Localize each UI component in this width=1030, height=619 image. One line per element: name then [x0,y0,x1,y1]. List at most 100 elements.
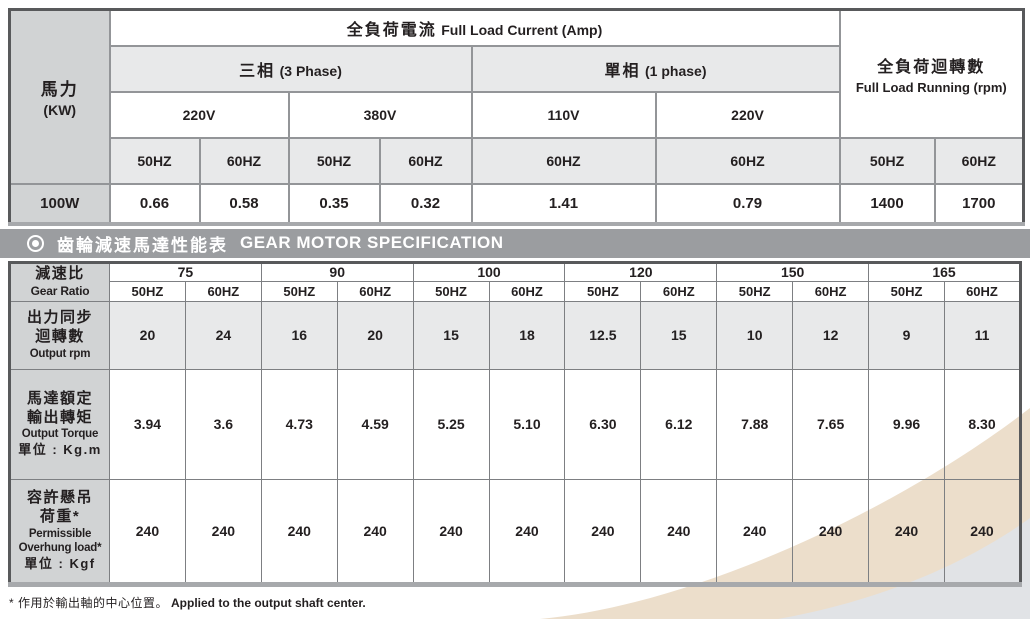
output-rpm-value-cell: 20 [336,300,414,370]
overhung-load-label-unit: 單位 : Kgf [24,555,96,571]
horsepower-label-en: (KW) [43,102,77,119]
full-load-current-label-zh: 全負荷電流 [346,21,437,39]
hz-header-cell: 60HZ [184,280,262,302]
voltage-cell-1phase-110v: 110V [470,90,657,139]
gear-motor-specification-table: 減速比 Gear Ratio 75 90 100 120 150 165 50H… [8,260,1022,587]
output-torque-label-unit: 單位 : Kg.m [18,441,102,457]
voltage-cell-3phase-380v: 380V [287,90,473,139]
output-rpm-value-cell: 15 [640,300,718,370]
output-rpm-value-cell: 11 [943,300,1022,370]
gear-ratio-label-zh: 減速比 [35,265,85,283]
current-value-cell: 0.32 [378,182,473,225]
overhung-load-value-cell: 240 [260,478,338,585]
hz-header-cell: 50HZ [564,280,642,302]
current-value-cell: 1.41 [470,182,657,225]
overhung-load-value-cell: 240 [412,478,490,585]
rpm-hz-header-cell: 60HZ [933,136,1025,185]
horsepower-label-zh: 馬力 [40,80,79,100]
hz-header-cell: 50HZ [412,280,490,302]
output-torque-value-cell: 4.59 [336,368,414,480]
hz-header-cell: 60HZ [792,280,870,302]
full-load-current-header-cell: 全負荷電流 Full Load Current (Amp) [108,8,841,47]
output-rpm-value-cell: 12 [792,300,870,370]
overhung-load-value-cell: 240 [109,478,186,585]
hz-header-cell: 50HZ [716,280,794,302]
output-torque-value-cell: 6.12 [640,368,718,480]
output-rpm-value-cell: 9 [868,300,945,370]
rpm-value-cell: 1400 [838,182,936,225]
footnote-text-zh: * 作用於輸出軸的中心位置。 [9,595,169,610]
footnote-text-en: Applied to the output shaft center. [171,595,366,610]
current-value-cell: 0.66 [108,182,201,225]
output-torque-label-cell: 馬達額定 輸出轉矩 Output Torque 單位 : Kg.m [9,368,110,480]
full-load-running-header-cell: 全負荷迴轉數 Full Load Running (rpm) [838,8,1025,139]
output-torque-value-cell: 8.30 [943,368,1022,480]
section-title-en: GEAR MOTOR SPECIFICATION [240,233,504,252]
current-value-cell: 0.35 [287,182,381,225]
output-torque-value-cell: 7.88 [716,368,794,480]
output-rpm-label-zh1: 出力同步 [26,309,93,327]
output-rpm-value-cell: 18 [488,300,566,370]
hz-header-cell: 60HZ [640,280,718,302]
hz-header-cell: 60HZ [488,280,566,302]
output-rpm-value-cell: 15 [412,300,490,370]
overhung-load-value-cell: 240 [943,478,1022,585]
hz-header-cell: 50HZ [868,280,945,302]
single-phase-label-en: (1 phase) [645,62,707,79]
hz-header-cell: 60HZ [336,280,414,302]
output-rpm-label-en: Output rpm [29,347,91,360]
output-torque-value-cell: 4.73 [260,368,338,480]
gray-swoosh-shape [778,518,1030,619]
output-rpm-value-cell: 16 [260,300,338,370]
output-torque-label-zh2: 輸出轉矩 [26,408,93,426]
single-phase-label-zh: 單相 [604,62,641,80]
section-header-bar: 齒輪減速馬達性能表 GEAR MOTOR SPECIFICATION [0,228,1030,258]
output-torque-value-cell: 5.10 [488,368,566,480]
horsepower-header-cell: 馬力 (KW) [8,8,111,185]
hz-header-cell: 50HZ [260,280,338,302]
overhung-load-label-cell: 容許懸吊 荷重* Permissible Overhung load* 單位 :… [9,478,110,585]
hz-header-cell: 60HZ [378,136,473,185]
footnote: * 作用於輸出軸的中心位置。 Applied to the output sha… [9,594,1030,611]
section-title-zh: 齒輪減速馬達性能表 [57,235,228,255]
full-load-running-label-en: Full Load Running (rpm) [855,79,1007,95]
overhung-load-label-zh1: 容許懸吊 [26,489,93,507]
overhung-load-value-cell: 240 [716,478,794,585]
output-rpm-value-cell: 10 [716,300,794,370]
bullseye-icon [27,234,44,252]
overhung-load-value-cell: 240 [184,478,262,585]
hz-header-cell: 60HZ [470,136,657,185]
single-phase-header-cell: 單相 (1 phase) [470,44,841,93]
output-rpm-value-cell: 12.5 [564,300,642,370]
overhung-load-value-cell: 240 [564,478,642,585]
output-torque-value-cell: 6.30 [564,368,642,480]
overhung-load-value-cell: 240 [336,478,414,585]
full-load-current-table: 馬力 (KW) 全負荷電流 Full Load Current (Amp) 全負… [8,8,1026,226]
output-torque-value-cell: 3.6 [184,368,262,480]
overhung-load-value-cell: 240 [792,478,870,585]
output-torque-label-en: Output Torque [21,428,99,441]
ratio-value-cell: 90 [260,261,414,282]
three-phase-label-en: (3 Phase) [279,62,342,79]
overhung-load-label-en1: Permissible [28,527,92,540]
hz-header-cell: 60HZ [654,136,841,185]
output-torque-value-cell: 9.96 [868,368,945,480]
overhung-load-value-cell: 240 [488,478,566,585]
bullseye-dot [32,239,39,247]
gear-ratio-header-cell: 減速比 Gear Ratio [9,261,110,302]
output-rpm-label-cell: 出力同步 迴轉數 Output rpm [9,300,110,370]
hz-header-cell: 60HZ [943,280,1022,302]
output-rpm-value-cell: 20 [109,300,186,370]
output-torque-value-cell: 7.65 [792,368,870,480]
ratio-value-cell: 100 [412,261,566,282]
voltage-cell-3phase-220v: 220V [108,90,290,139]
hz-header-cell: 60HZ [198,136,290,185]
voltage-cell-1phase-220v: 220V [654,90,841,139]
output-rpm-value-cell: 24 [184,300,262,370]
hz-header-cell: 50HZ [108,136,201,185]
hz-header-cell: 50HZ [287,136,381,185]
current-value-cell: 0.58 [198,182,290,225]
hz-header-cell: 50HZ [109,280,186,302]
output-torque-label-zh1: 馬達額定 [26,389,93,407]
